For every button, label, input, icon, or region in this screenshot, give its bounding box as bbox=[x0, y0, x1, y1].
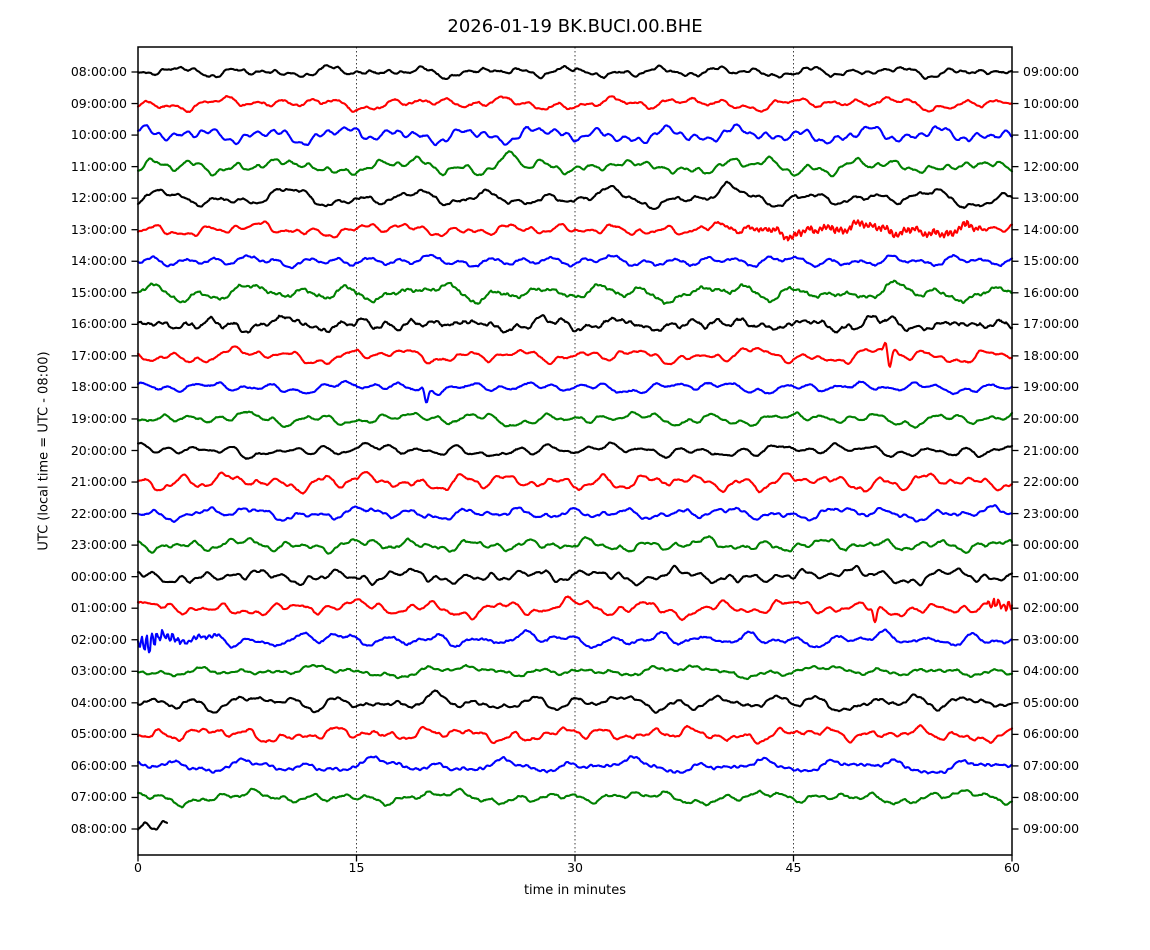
utc-time-label-right: 14:00:00 bbox=[1023, 221, 1080, 237]
utc-time-label-right: 09:00:00 bbox=[1023, 64, 1080, 79]
utc-time-label-left: 18:00:00 bbox=[70, 379, 127, 395]
seismogram-trace-row-2 bbox=[136, 95, 1014, 114]
utc-time-label-left: 06:00:00 bbox=[70, 757, 127, 773]
x-axis-title: time in minutes bbox=[523, 883, 627, 898]
utc-time-label-left: 03:00:00 bbox=[70, 663, 127, 679]
utc-time-label-left: 17:00:00 bbox=[70, 347, 127, 363]
seismogram-trace-row-9 bbox=[136, 314, 1014, 334]
utc-time-label-right: 07:00:00 bbox=[1023, 757, 1080, 773]
utc-time-label-right: 15:00:00 bbox=[1023, 253, 1080, 269]
seismogram-trace-row-13 bbox=[136, 441, 1014, 460]
utc-time-label-right: 09:00:00 bbox=[1023, 821, 1080, 836]
x-tick-label: 15 bbox=[348, 860, 365, 875]
utc-time-label-right: 20:00:00 bbox=[1023, 410, 1080, 426]
utc-time-label-left: 05:00:00 bbox=[70, 726, 127, 742]
utc-time-label-right: 21:00:00 bbox=[1023, 442, 1080, 458]
utc-time-label-left: 12:00:00 bbox=[70, 190, 127, 206]
utc-time-label-left: 08:00:00 bbox=[70, 64, 127, 79]
utc-time-label-left: 14:00:00 bbox=[70, 253, 127, 269]
utc-time-label-right: 01:00:00 bbox=[1023, 568, 1080, 584]
utc-time-label-right: 16:00:00 bbox=[1023, 284, 1080, 300]
utc-time-label-left: 11:00:00 bbox=[70, 158, 127, 174]
chart-title: 2026-01-19 BK.BUCI.00.BHE bbox=[447, 16, 703, 37]
seismogram-trace-row-20 bbox=[136, 663, 1014, 681]
x-tick-label: 30 bbox=[567, 860, 583, 875]
x-tick-label: 60 bbox=[1004, 860, 1020, 875]
utc-time-label-right: 17:00:00 bbox=[1023, 316, 1080, 332]
utc-time-label-left: 08:00:00 bbox=[70, 821, 127, 836]
seismogram-trace-row-16 bbox=[136, 535, 1014, 555]
x-tick-label: 0 bbox=[134, 860, 142, 875]
seismogram-trace-row-1 bbox=[136, 64, 1014, 80]
utc-time-label-right: 18:00:00 bbox=[1023, 347, 1080, 363]
utc-time-label-left: 00:00:00 bbox=[70, 568, 127, 584]
seismogram-trace-row-22 bbox=[136, 724, 1014, 745]
utc-time-label-left: 10:00:00 bbox=[70, 127, 127, 143]
utc-time-label-left: 07:00:00 bbox=[70, 789, 127, 805]
seismogram-trace-row-8 bbox=[136, 279, 1014, 305]
utc-time-label-left: 16:00:00 bbox=[70, 316, 127, 332]
seismogram-trace-row-17 bbox=[136, 564, 1014, 587]
utc-time-label-right: 10:00:00 bbox=[1023, 95, 1080, 111]
utc-time-label-left: 04:00:00 bbox=[70, 694, 127, 710]
seismogram-trace-row-11 bbox=[136, 379, 1014, 404]
seismogram-trace-row-14 bbox=[136, 470, 1014, 495]
seismogram-trace-row-4 bbox=[136, 150, 1014, 178]
utc-time-label-left: 22:00:00 bbox=[70, 505, 127, 521]
plot-border bbox=[137, 46, 1013, 856]
utc-time-label-left: 02:00:00 bbox=[70, 631, 127, 647]
utc-time-label-right: 02:00:00 bbox=[1023, 600, 1080, 616]
utc-time-label-left: 13:00:00 bbox=[70, 221, 127, 237]
utc-time-label-right: 03:00:00 bbox=[1023, 631, 1080, 647]
utc-time-label-right: 13:00:00 bbox=[1023, 190, 1080, 206]
utc-time-label-right: 22:00:00 bbox=[1023, 474, 1080, 490]
utc-time-label-right: 12:00:00 bbox=[1023, 158, 1080, 174]
utc-time-label-right: 11:00:00 bbox=[1023, 127, 1080, 143]
utc-time-label-left: 09:00:00 bbox=[70, 95, 127, 111]
seismogram-trace-row-15 bbox=[136, 504, 1014, 523]
utc-time-label-left: 15:00:00 bbox=[70, 284, 127, 300]
seismogram-trace-row-5 bbox=[136, 180, 1014, 210]
seismogram-trace-row-10 bbox=[136, 341, 1014, 368]
utc-time-label-left: 23:00:00 bbox=[70, 537, 127, 553]
seismogram-trace-row-19 bbox=[136, 628, 1014, 654]
seismogram-trace-row-24 bbox=[136, 787, 1014, 809]
seismogram-trace-row-7 bbox=[136, 253, 1014, 270]
utc-time-label-left: 20:00:00 bbox=[70, 442, 127, 458]
utc-time-label-left: 21:00:00 bbox=[70, 474, 127, 490]
utc-time-label-right: 04:00:00 bbox=[1023, 663, 1080, 679]
utc-time-label-right: 00:00:00 bbox=[1023, 537, 1080, 553]
utc-time-label-right: 23:00:00 bbox=[1023, 505, 1080, 521]
utc-time-label-left: 19:00:00 bbox=[70, 410, 127, 426]
seismogram-trace-row-3 bbox=[136, 123, 1014, 147]
seismogram-trace-row-6 bbox=[136, 219, 1014, 242]
seismogram-trace-row-18 bbox=[136, 595, 1014, 624]
utc-time-label-right: 05:00:00 bbox=[1023, 694, 1080, 710]
seismogram-trace-row-12 bbox=[136, 410, 1014, 429]
seismogram-trace-row-25 bbox=[136, 819, 169, 831]
utc-time-label-left: 01:00:00 bbox=[70, 600, 127, 616]
x-tick-label: 45 bbox=[785, 860, 802, 875]
utc-time-label-right: 06:00:00 bbox=[1023, 726, 1080, 742]
utc-time-label-right: 19:00:00 bbox=[1023, 379, 1080, 395]
seismogram-trace-row-23 bbox=[136, 755, 1014, 775]
seismogram-trace-row-21 bbox=[136, 689, 1014, 714]
utc-time-label-right: 08:00:00 bbox=[1023, 789, 1080, 805]
